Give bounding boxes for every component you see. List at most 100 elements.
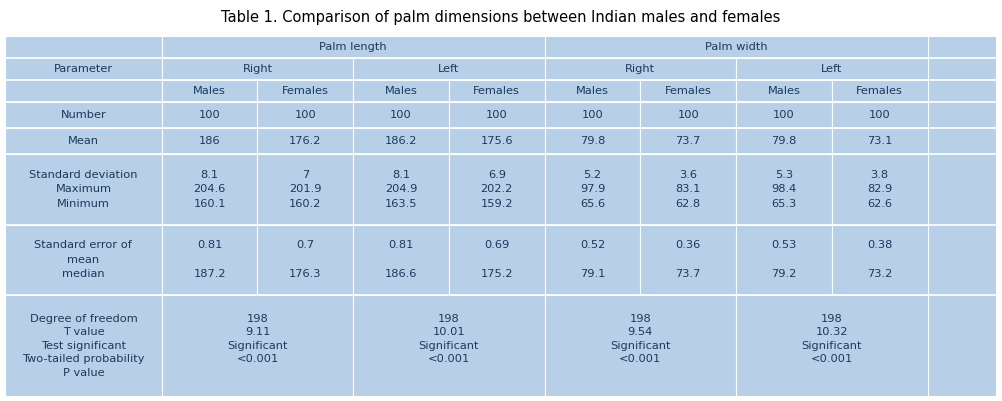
Text: 198
9.54
Significant
<0.001: 198 9.54 Significant <0.001 (610, 314, 670, 378)
Bar (545, 58, 736, 80)
Bar (353, 58, 545, 80)
Text: 100: 100 (390, 110, 412, 120)
Text: Degree of freedom
T value
Test significant
Two-tailed probability
P value: Degree of freedom T value Test significa… (22, 314, 144, 378)
Bar (449, 80, 545, 102)
Bar (736, 128, 832, 154)
Text: Males: Males (768, 86, 801, 96)
Text: Standard deviation
Maximum
Minimum: Standard deviation Maximum Minimum (29, 170, 137, 209)
Text: Number: Number (60, 110, 106, 120)
Text: 176.2: 176.2 (290, 136, 322, 146)
Bar (353, 128, 449, 154)
Text: 3.6
83.1
62.8: 3.6 83.1 62.8 (675, 170, 701, 209)
Text: Left: Left (438, 64, 460, 74)
Text: Right: Right (242, 64, 273, 74)
Bar (353, 154, 449, 225)
Text: Table 1. Comparison of palm dimensions between Indian males and females: Table 1. Comparison of palm dimensions b… (221, 10, 781, 25)
Text: 100: 100 (774, 110, 795, 120)
Text: 0.52

79.1: 0.52 79.1 (580, 240, 605, 279)
Bar (545, 225, 640, 295)
Text: 73.7: 73.7 (675, 136, 701, 146)
Text: 100: 100 (295, 110, 317, 120)
Text: 3.8
82.9
62.6: 3.8 82.9 62.6 (867, 170, 893, 209)
Bar (832, 225, 928, 295)
Bar (353, 102, 449, 128)
Text: Mean: Mean (68, 136, 99, 146)
Text: Standard error of
mean
median: Standard error of mean median (34, 240, 132, 279)
Bar (161, 80, 258, 102)
Bar (353, 80, 449, 102)
Bar (545, 102, 640, 128)
Text: 186.2: 186.2 (385, 136, 417, 146)
Bar (640, 154, 736, 225)
Text: Palm width: Palm width (704, 42, 768, 52)
Text: Parameter: Parameter (54, 64, 113, 74)
Text: Females: Females (282, 86, 329, 96)
Bar (258, 102, 353, 128)
Text: Palm length: Palm length (320, 42, 387, 52)
Text: 0.81

186.6: 0.81 186.6 (385, 240, 417, 279)
Text: 100: 100 (869, 110, 891, 120)
Text: 0.7

176.3: 0.7 176.3 (290, 240, 322, 279)
Bar (736, 225, 832, 295)
Bar (832, 154, 928, 225)
Bar (258, 154, 353, 225)
Text: 73.1: 73.1 (867, 136, 893, 146)
Text: 8.1
204.6
160.1: 8.1 204.6 160.1 (193, 170, 225, 209)
Text: 186: 186 (198, 136, 220, 146)
Bar (545, 80, 640, 102)
Bar (449, 154, 545, 225)
Bar (258, 225, 353, 295)
Text: Females: Females (857, 86, 903, 96)
Bar (545, 128, 640, 154)
Text: Right: Right (625, 64, 655, 74)
Bar (161, 154, 258, 225)
Bar (736, 58, 928, 80)
Text: Left: Left (821, 64, 843, 74)
Bar (736, 102, 832, 128)
Bar (640, 225, 736, 295)
Text: 0.36

73.7: 0.36 73.7 (675, 240, 701, 279)
Text: Females: Females (664, 86, 711, 96)
Text: 0.53

79.2: 0.53 79.2 (772, 240, 797, 279)
Bar (832, 80, 928, 102)
Text: 7
201.9
160.2: 7 201.9 160.2 (290, 170, 322, 209)
Bar (640, 80, 736, 102)
Bar (161, 36, 545, 58)
Text: 5.3
98.4
65.3: 5.3 98.4 65.3 (772, 170, 797, 209)
Text: 0.81

187.2: 0.81 187.2 (193, 240, 225, 279)
Bar (545, 154, 640, 225)
Text: 175.6: 175.6 (481, 136, 513, 146)
Bar (353, 225, 449, 295)
Text: 198
10.01
Significant
<0.001: 198 10.01 Significant <0.001 (419, 314, 479, 378)
Text: 0.38

73.2: 0.38 73.2 (867, 240, 893, 279)
Text: Males: Males (385, 86, 418, 96)
Bar (736, 80, 832, 102)
Text: 79.8: 79.8 (772, 136, 797, 146)
Text: 5.2
97.9
65.6: 5.2 97.9 65.6 (580, 170, 605, 209)
Bar (5, 128, 161, 154)
Text: 100: 100 (486, 110, 508, 120)
Bar (640, 102, 736, 128)
Bar (258, 80, 353, 102)
Text: 0.69

175.2: 0.69 175.2 (481, 240, 513, 279)
Bar (449, 102, 545, 128)
Bar (161, 225, 258, 295)
Bar (161, 128, 258, 154)
Text: 100: 100 (677, 110, 699, 120)
Text: 8.1
204.9
163.5: 8.1 204.9 163.5 (385, 170, 417, 209)
Bar (161, 102, 258, 128)
Text: Females: Females (473, 86, 520, 96)
Bar (640, 128, 736, 154)
Text: 6.9
202.2
159.2: 6.9 202.2 159.2 (481, 170, 513, 209)
Text: 100: 100 (581, 110, 603, 120)
Text: 100: 100 (198, 110, 220, 120)
Bar (832, 102, 928, 128)
Text: Males: Males (576, 86, 609, 96)
Bar (832, 128, 928, 154)
Text: 198
10.32
Significant
<0.001: 198 10.32 Significant <0.001 (802, 314, 862, 378)
Bar (161, 58, 353, 80)
Bar (449, 225, 545, 295)
Bar (5, 102, 161, 128)
Bar (449, 128, 545, 154)
Bar (736, 154, 832, 225)
